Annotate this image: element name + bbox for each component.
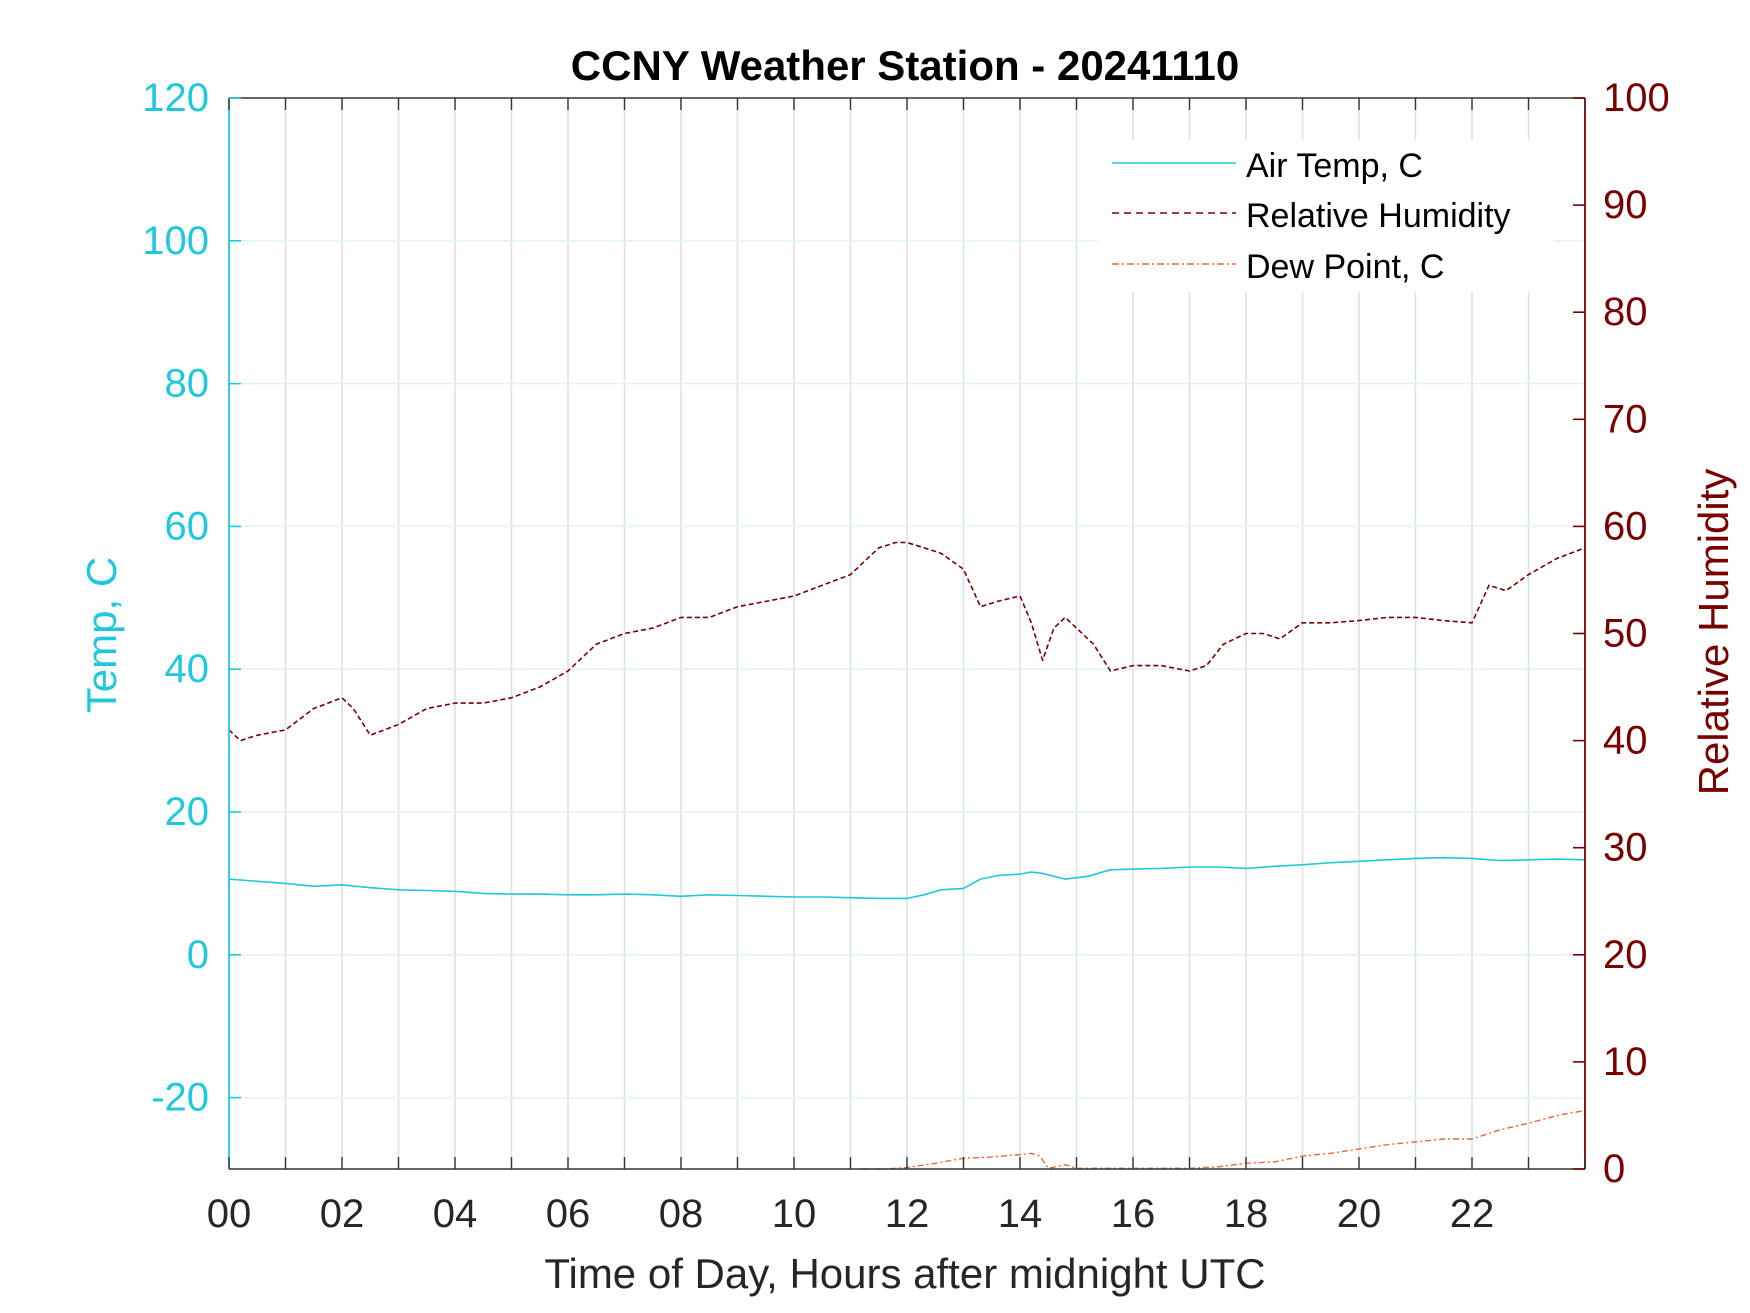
series-line-relative-humidity bbox=[228, 541, 1586, 742]
series-line-air-temp bbox=[228, 856, 1586, 900]
y-right-tick-label: 80 bbox=[1603, 290, 1648, 334]
y-right-tick-label: 50 bbox=[1603, 612, 1648, 656]
x-tick-label: 20 bbox=[1337, 1192, 1382, 1236]
legend-entry-relative-humidity: Relative Humidity bbox=[1112, 197, 1511, 235]
y-right-tick-label: 100 bbox=[1603, 76, 1670, 120]
y-right-tick-label: 30 bbox=[1603, 826, 1648, 870]
x-tick-label: 16 bbox=[1111, 1192, 1156, 1236]
y-right-tick-label: 90 bbox=[1603, 183, 1648, 227]
y-right-tick-label: 20 bbox=[1603, 933, 1648, 977]
legend-entry-air-temp: Air Temp, C bbox=[1112, 147, 1423, 185]
x-tick-label: 10 bbox=[772, 1192, 817, 1236]
tick-labels: 00 02 04 06 08 10 12 14 16 18 20 22120100806040200-… bbox=[142, 76, 1670, 1236]
y-left-tick-label: 60 bbox=[165, 504, 210, 548]
y-left-tick-label: 20 bbox=[165, 790, 210, 834]
y-axis-label-left: Temp, C bbox=[78, 557, 125, 713]
x-tick-label: 02 bbox=[320, 1192, 365, 1236]
legend-entry-dew-point: Dew Point, C bbox=[1112, 248, 1444, 286]
legend-box bbox=[1098, 140, 1554, 292]
y-left-tick-label: 80 bbox=[165, 362, 210, 406]
y-axis-label-right: Relative Humidity bbox=[1690, 469, 1737, 796]
y-right-tick-label: 60 bbox=[1603, 504, 1648, 548]
y-left-tick-label: 40 bbox=[165, 647, 210, 691]
x-tick-label: 04 bbox=[433, 1192, 478, 1236]
x-tick-label: 12 bbox=[885, 1192, 930, 1236]
legend: Air Temp, C Relative Humidity Dew Point,… bbox=[1098, 140, 1554, 292]
x-tick-label: 22 bbox=[1450, 1192, 1495, 1236]
plot-series bbox=[228, 541, 1586, 1170]
x-tick-label: 14 bbox=[998, 1192, 1043, 1236]
y-left-tick-label: 0 bbox=[187, 933, 209, 977]
legend-label-air-temp: Air Temp, C bbox=[1246, 147, 1423, 185]
y-left-tick-label: -20 bbox=[151, 1076, 209, 1120]
y-left-tick-label: 100 bbox=[142, 219, 209, 263]
grid-lines bbox=[229, 98, 1585, 1169]
series-line-dew-point bbox=[861, 1109, 1586, 1170]
x-tick-label: 00 bbox=[207, 1192, 252, 1236]
x-tick-label: 18 bbox=[1224, 1192, 1269, 1236]
y-right-tick-label: 0 bbox=[1603, 1147, 1625, 1191]
chart-title: CCNY Weather Station - 20241110 bbox=[571, 42, 1239, 89]
x-tick-label: 06 bbox=[546, 1192, 591, 1236]
x-axis-label: Time of Day, Hours after midnight UTC bbox=[544, 1250, 1265, 1297]
x-tick-label: 08 bbox=[659, 1192, 704, 1236]
y-left-tick-label: 120 bbox=[142, 76, 209, 120]
y-right-tick-label: 40 bbox=[1603, 719, 1648, 763]
axes bbox=[228, 97, 1586, 1170]
legend-label-dew-point: Dew Point, C bbox=[1246, 248, 1444, 286]
y-right-tick-label: 10 bbox=[1603, 1040, 1648, 1084]
y-right-tick-label: 70 bbox=[1603, 397, 1648, 441]
legend-label-relative-humidity: Relative Humidity bbox=[1246, 197, 1511, 235]
